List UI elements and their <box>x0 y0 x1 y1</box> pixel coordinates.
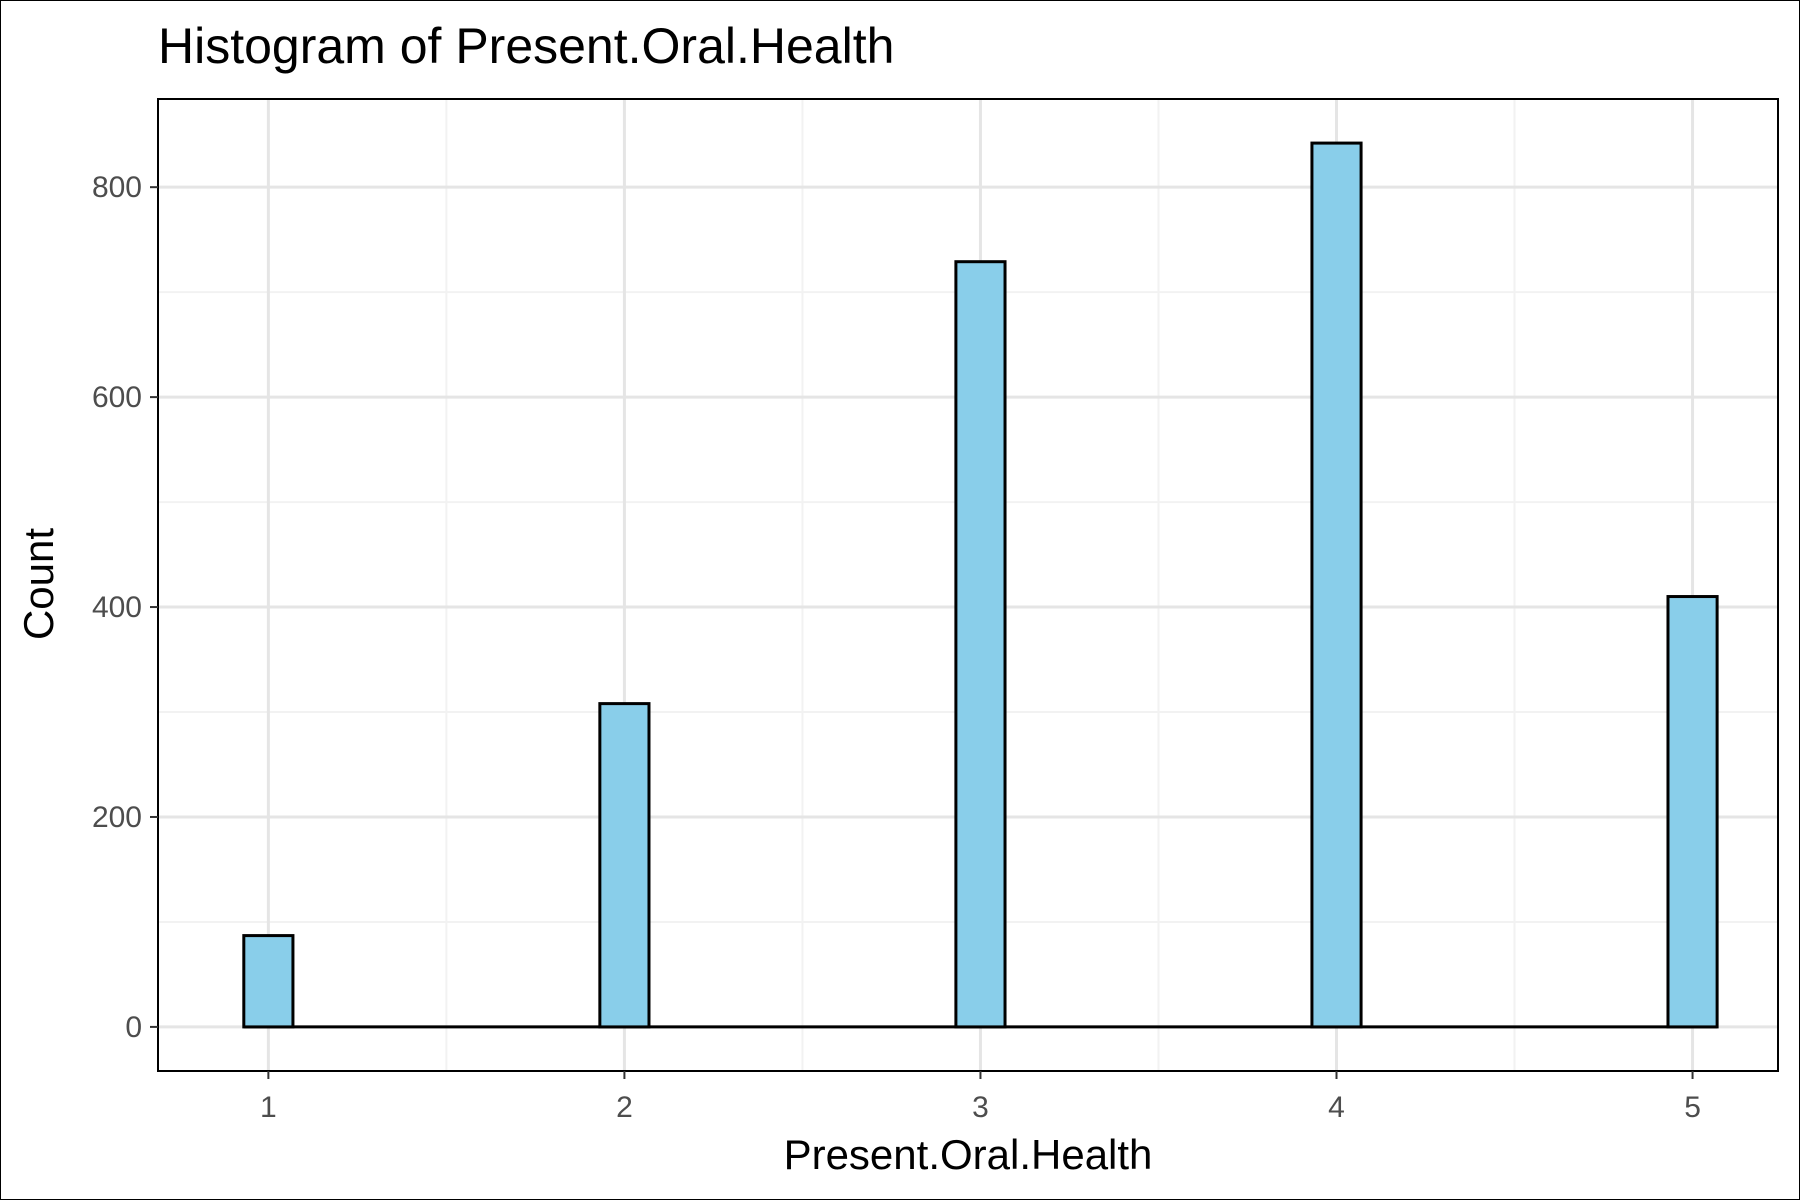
histogram-bar-1 <box>242 934 295 1029</box>
x-tick-label: 4 <box>1328 1091 1345 1124</box>
x-tick-label: 3 <box>972 1091 989 1124</box>
y-tick-label: 800 <box>92 171 142 204</box>
y-tick-label: 200 <box>92 801 142 834</box>
x-tick-label: 1 <box>260 1091 277 1124</box>
x-axis-title: Present.Oral.Health <box>784 1131 1153 1178</box>
y-axis-title: Count <box>15 528 62 640</box>
y-tick-label: 400 <box>92 591 142 624</box>
histogram-bar-2 <box>598 702 651 1029</box>
histogram-bar-3 <box>954 260 1007 1029</box>
chart-title: Histogram of Present.Oral.Health <box>158 18 894 74</box>
y-tick-label: 600 <box>92 381 142 414</box>
x-tick-label: 5 <box>1684 1091 1701 1124</box>
y-axis-ticks: 0 200 400 600 800 <box>92 171 158 1044</box>
histogram-bar-5 <box>1666 595 1719 1029</box>
x-tick-label: 2 <box>616 1091 633 1124</box>
y-tick-label: 0 <box>125 1011 142 1044</box>
histogram-bars <box>242 141 1719 1029</box>
histogram-bar-4 <box>1310 141 1363 1029</box>
x-axis-ticks: 1 2 3 4 5 <box>260 1071 1701 1124</box>
panel-border <box>157 98 1779 1072</box>
